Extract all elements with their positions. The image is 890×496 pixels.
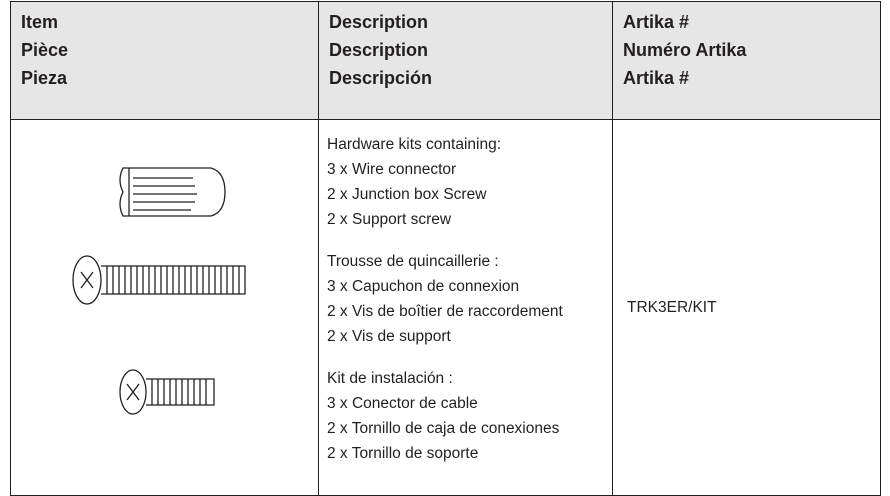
description-line: 2 x Vis de boîtier de raccordement bbox=[327, 303, 563, 320]
description-block: Kit de instalación : 3 x Conector de cabl… bbox=[327, 366, 612, 466]
description-line: 2 x Tornillo de caja de conexiones bbox=[327, 420, 560, 437]
description-line: Trousse de quincaillerie : bbox=[327, 253, 499, 270]
header-text: Artika # bbox=[623, 12, 690, 32]
description-line: 2 x Support screw bbox=[327, 211, 452, 228]
header-text: Artika # bbox=[623, 68, 690, 88]
description-line: Kit de instalación : bbox=[327, 370, 453, 387]
header-text: Numéro Artika bbox=[623, 40, 747, 60]
item-images bbox=[72, 167, 246, 415]
long-screw-icon bbox=[72, 255, 246, 305]
header-text: Pieza bbox=[21, 68, 68, 88]
wire-connector-icon bbox=[119, 167, 226, 217]
short-screw-icon bbox=[119, 369, 215, 415]
header-cell: Description Description Descripción bbox=[318, 1, 613, 120]
header-text: Pièce bbox=[21, 40, 69, 60]
parts-table: Item Pièce Pieza Description Description Desc… bbox=[10, 1, 881, 496]
header-text: Description bbox=[329, 12, 429, 32]
table-header: Item Pièce Pieza Description Description Desc… bbox=[10, 1, 881, 120]
description-line: 2 x Junction box Screw bbox=[327, 186, 487, 203]
description-block: Hardware kits containing: 3 x Wire connec… bbox=[327, 132, 612, 232]
description-line: 2 x Tornillo de soporte bbox=[327, 445, 479, 462]
description-line: 3 x Capuchon de connexion bbox=[327, 278, 520, 295]
header-text: Descripción bbox=[329, 68, 433, 88]
description-cell: Hardware kits containing: 3 x Wire connec… bbox=[318, 119, 613, 496]
description-line: Hardware kits containing: bbox=[327, 136, 502, 153]
part-number: TRK3ER/KIT bbox=[627, 298, 717, 316]
header-cell: Artika # Numéro Artika Artika # bbox=[612, 1, 881, 120]
table-body: Hardware kits containing: 3 x Wire connec… bbox=[10, 119, 881, 496]
header-cell: Item Pièce Pieza bbox=[10, 1, 319, 120]
description-block: Trousse de quincaillerie : 3 x Capuchon d… bbox=[327, 249, 612, 349]
description-line: 2 x Vis de support bbox=[327, 328, 451, 345]
item-cell bbox=[10, 119, 319, 496]
header-text: Description bbox=[329, 40, 429, 60]
header-text: Item bbox=[21, 12, 59, 32]
part-number-cell: TRK3ER/KIT bbox=[612, 119, 881, 496]
description-line: 3 x Wire connector bbox=[327, 161, 457, 178]
description-line: 3 x Conector de cable bbox=[327, 395, 478, 412]
